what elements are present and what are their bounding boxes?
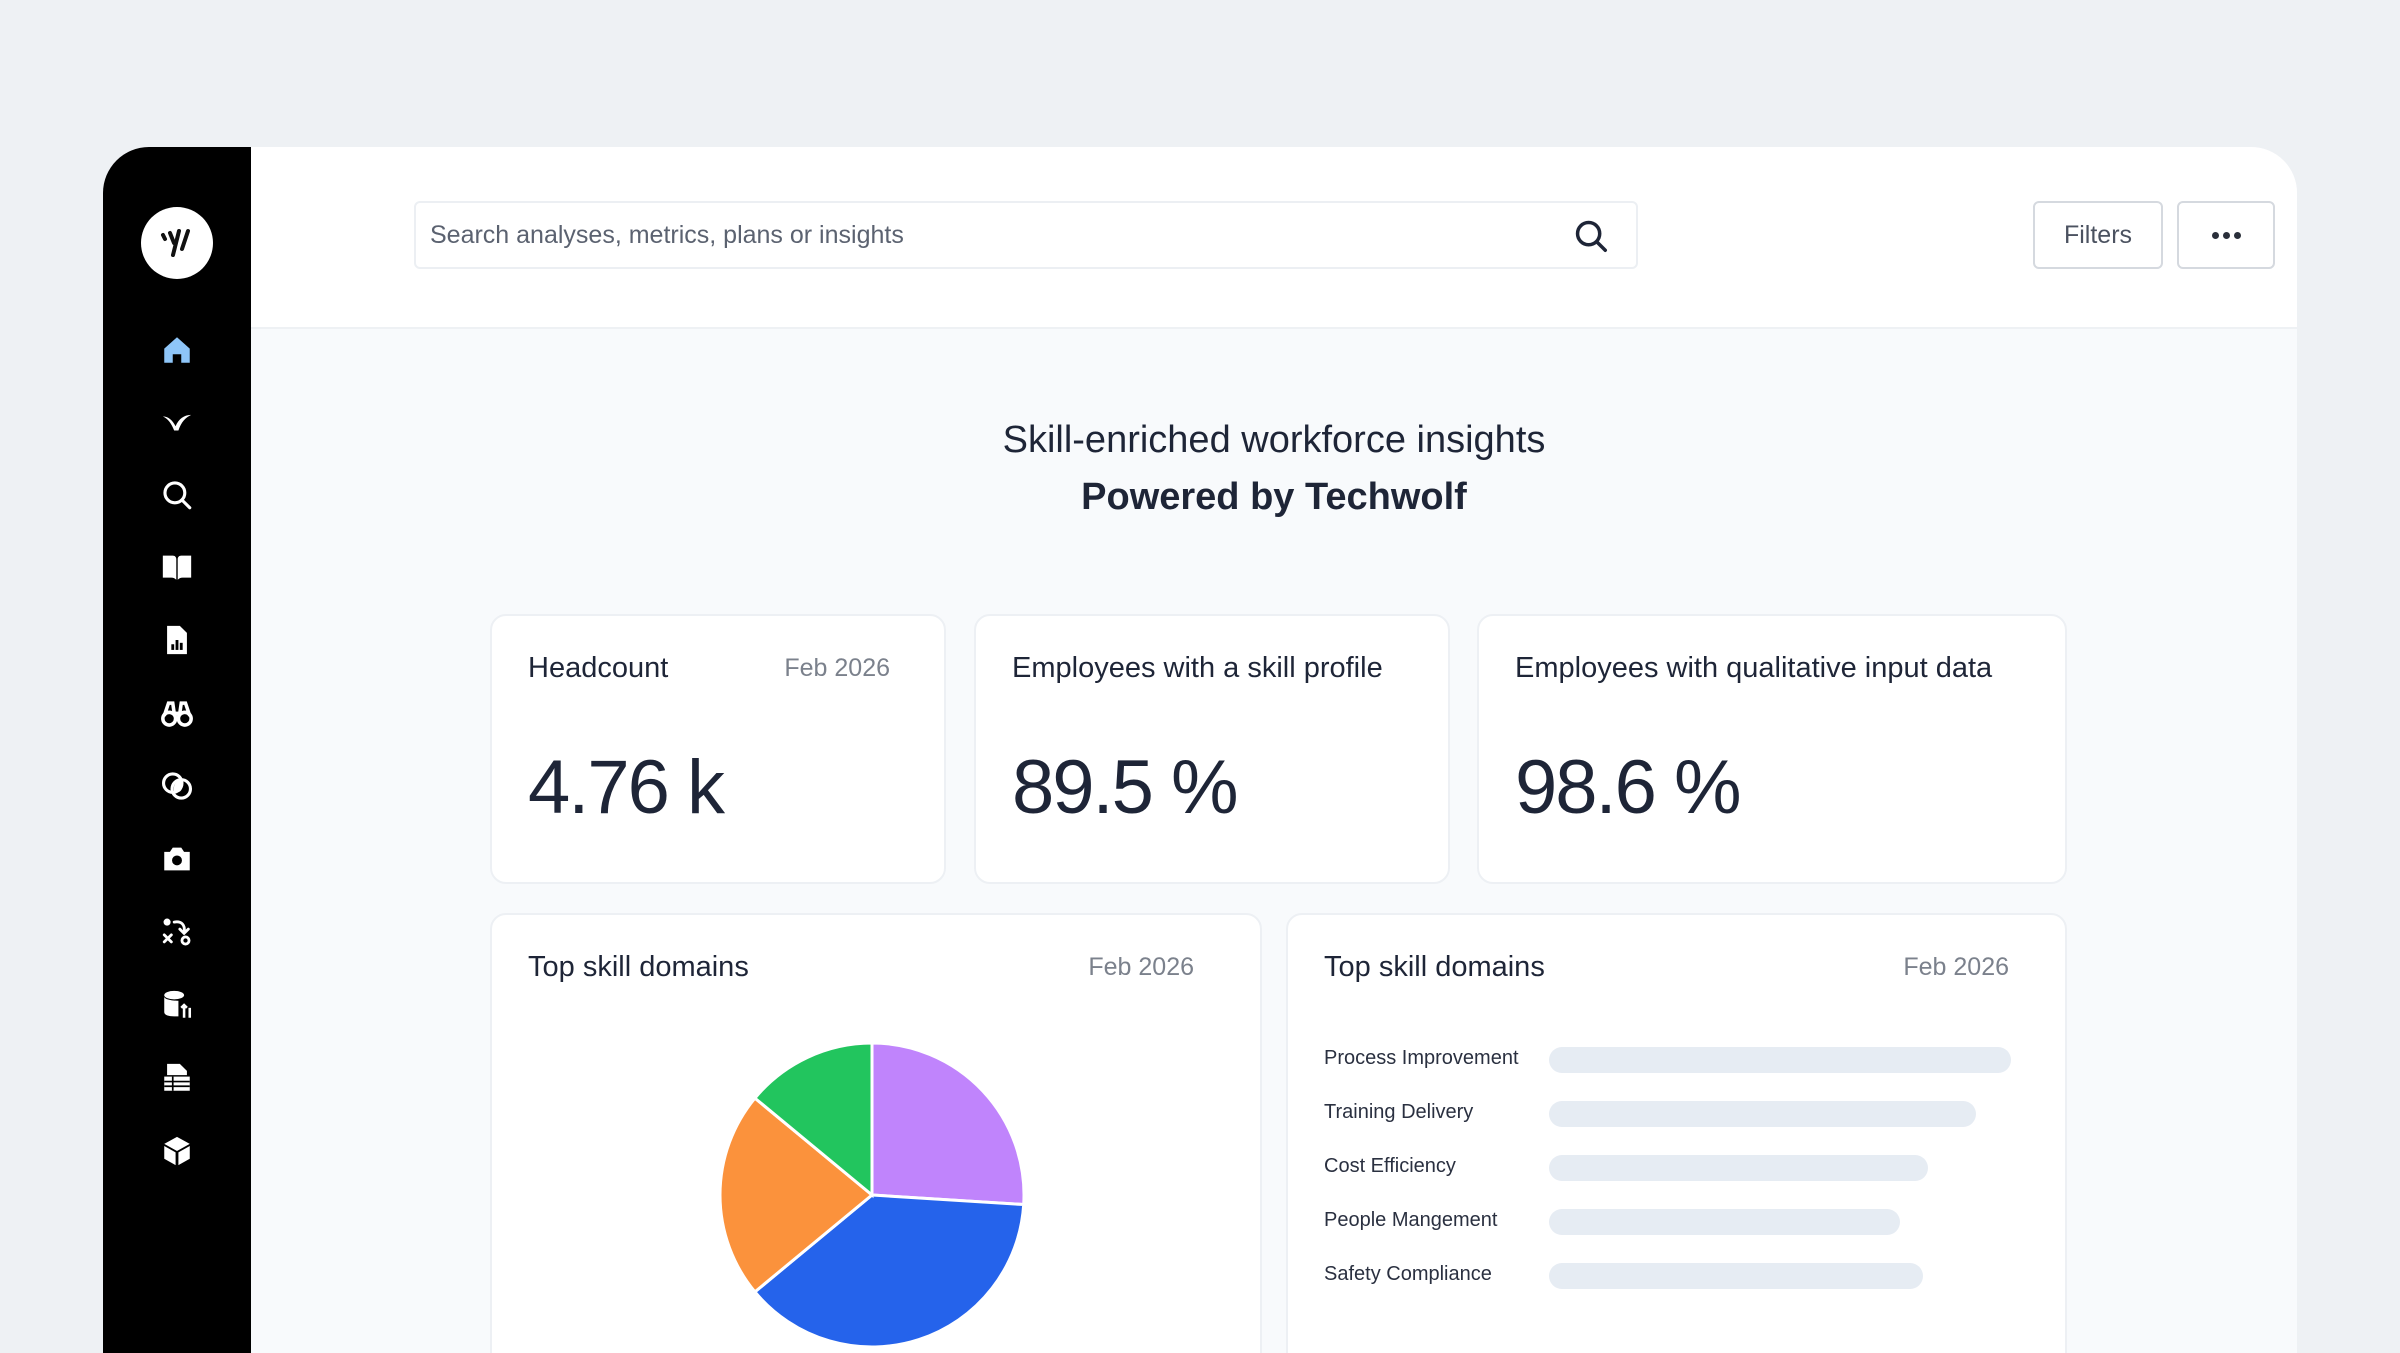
camera-icon [164,847,190,871]
card-title: Top skill domains [1324,951,1545,983]
bar-row[interactable]: Cost Efficiency [1324,1153,2024,1181]
sidebar-item-snapshot[interactable] [157,839,197,879]
sidebar-item-search[interactable] [157,475,197,515]
pie-slice-1[interactable] [870,1041,1026,1207]
sidebar-item-reports[interactable] [157,620,197,660]
pie-slice-3[interactable] [718,1095,875,1295]
more-dot-icon [2233,231,2241,239]
card-title: Top skill domains [528,951,749,983]
techwolf-logo-icon [161,229,190,257]
sidebar-item-explore[interactable] [157,693,197,733]
bar [1549,1047,2011,1073]
sidebar-item-techwolf[interactable] [157,402,197,442]
card-title: Headcount [528,652,669,684]
skill-profile-value: 89.5 % [1012,745,1239,830]
pie-slice-4[interactable] [752,1041,874,1199]
bar [1549,1209,1901,1235]
search-input[interactable] [430,203,1550,267]
bar [1549,1263,1924,1289]
pie-chart-card[interactable]: Top skill domains Feb 2026 [490,913,1262,1353]
bar-label: Cost Efficiency [1324,1155,1456,1177]
pie-slice-2[interactable] [752,1193,1026,1349]
bar-label: Process Improvement [1324,1047,1519,1069]
report-icon [167,625,187,655]
strategy-icon [162,918,191,946]
headcount-card[interactable]: Headcount Feb 2026 4.76 k [490,614,946,884]
search-box [414,201,1638,269]
card-title: Employees with a skill profile [1012,652,1383,684]
sidebar-item-strategy[interactable] [157,912,197,952]
sidebar-item-integrations[interactable] [157,1131,197,1171]
filters-button[interactable]: Filters [2033,201,2163,269]
bar [1549,1155,1928,1181]
card-title: Employees with qualitative input data [1515,652,1993,684]
pie-chart [718,1041,1026,1349]
card-date: Feb 2026 [784,654,890,682]
database-icon [164,990,192,1018]
page-subtitle: Powered by Techwolf [1081,476,1467,518]
sidebar-item-overlap[interactable] [157,766,197,806]
more-dot-icon [2222,231,2230,239]
page-title: Skill-enriched workforce insights [1002,419,1546,461]
sidebar-item-library[interactable] [157,547,197,587]
top-bar: Filters [251,147,2297,329]
sidebar-item-data[interactable] [157,985,197,1025]
sidebar [103,147,251,1353]
sidebar-item-home[interactable] [157,330,197,370]
bar [1549,1101,1977,1127]
search-icon [163,481,192,510]
cube-icon [164,1136,190,1166]
more-options-button[interactable] [2177,201,2275,269]
home-icon [164,337,190,363]
bar-chart-card[interactable]: Top skill domains Feb 2026 Process Impro… [1286,913,2067,1353]
bar-row[interactable]: Training Delivery [1324,1099,2024,1127]
app-logo[interactable] [141,207,213,279]
qualitative-input-value: 98.6 % [1515,745,1742,830]
headcount-value: 4.76 k [528,745,725,830]
table-report-icon [164,1063,190,1091]
overlap-icon [161,772,193,800]
card-date: Feb 2026 [1088,953,1194,981]
skill-profile-card[interactable]: Employees with a skill profile 89.5 % [974,614,1450,884]
app-window: Filters Skill-enriched workforce insight… [103,147,2297,1353]
more-dot-icon [2211,231,2219,239]
bar-row[interactable]: Process Improvement [1324,1045,2024,1073]
bar-label: People Mangement [1324,1209,1498,1231]
book-icon [162,555,192,580]
bar-label: Training Delivery [1324,1101,1474,1123]
search-icon[interactable] [1572,217,1610,255]
card-date: Feb 2026 [1903,953,2009,981]
binoculars-icon [161,701,193,727]
bar-row[interactable]: People Mangement [1324,1207,2024,1235]
bar-label: Safety Compliance [1324,1263,1492,1285]
techwolf-icon [162,414,192,431]
sidebar-item-table-reports[interactable] [157,1058,197,1098]
bar-row[interactable]: Safety Compliance [1324,1261,2024,1289]
qualitative-input-card[interactable]: Employees with qualitative input data 98… [1477,614,2067,884]
